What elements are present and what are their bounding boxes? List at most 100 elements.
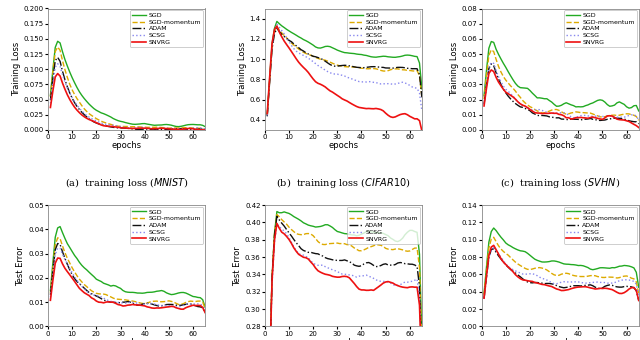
SCSG [616,279,623,283]
Legend: SGD, SGD-momentum, ADAM, SCSG, SNVRG: SGD, SGD-momentum, ADAM, SCSG, SNVRG [130,11,204,47]
SNVRG [201,128,209,132]
ADAM [413,67,421,71]
SNVRG [616,118,623,122]
SGD-momentum [529,106,536,110]
SNVRG [85,293,93,298]
SGD [630,266,637,270]
SGD-momentum [563,271,570,275]
SGD [302,39,310,43]
Line: SNVRG: SNVRG [51,258,205,312]
SCSG [490,246,497,250]
SGD-momentum [413,68,421,72]
SNVRG [47,298,54,302]
ADAM [519,277,527,281]
SNVRG [548,111,556,115]
SGD [413,55,421,59]
Line: SGD: SGD [268,21,422,115]
SGD-momentum [616,113,623,117]
SGD [264,113,271,117]
ADAM [302,51,310,55]
SCSG [519,103,527,107]
ADAM [95,295,102,299]
SGD-momentum [54,45,61,49]
ADAM [85,290,93,294]
SCSG [54,246,61,250]
SGD-momentum [519,265,527,269]
SGD-momentum [346,243,353,247]
SGD-momentum [563,112,570,116]
SNVRG [312,80,319,84]
SCSG [85,115,93,119]
Legend: SGD, SGD-momentum, ADAM, SCSG, SNVRG: SGD, SGD-momentum, ADAM, SCSG, SNVRG [564,207,637,244]
SNVRG [519,278,527,282]
SGD-momentum [85,287,93,291]
SNVRG [346,276,353,280]
SGD [548,259,556,263]
SGD-momentum [630,277,637,281]
X-axis label: epochs: epochs [545,338,575,340]
ADAM [47,293,54,297]
ADAM [616,116,623,120]
ADAM [346,260,353,264]
SNVRG [264,112,271,116]
ADAM [85,117,93,121]
SGD [616,100,623,104]
X-axis label: epochs: epochs [111,141,141,150]
Y-axis label: Test Error: Test Error [233,246,242,286]
SGD [85,270,93,274]
ADAM [630,120,637,124]
X-axis label: epochs: epochs [545,141,575,150]
Y-axis label: Test Error: Test Error [450,246,459,286]
ADAM [115,301,122,305]
ADAM [201,127,209,131]
Line: ADAM: ADAM [51,57,205,130]
SCSG [399,281,406,285]
SNVRG [182,306,189,310]
SGD [399,236,406,240]
ADAM [563,285,570,289]
SGD-momentum [418,96,426,100]
ADAM [264,114,271,118]
ADAM [563,117,570,121]
SNVRG [182,126,189,131]
SGD [273,19,281,23]
ADAM [189,128,197,132]
SNVRG [201,310,209,314]
SCSG [529,272,536,276]
SGD [548,100,556,104]
SCSG [302,254,310,258]
SCSG [529,108,536,112]
X-axis label: epochs: epochs [328,141,358,150]
SCSG [129,126,136,130]
SNVRG [273,24,281,28]
SNVRG [54,256,61,260]
SCSG [563,279,570,284]
SCSG [201,127,209,131]
Line: ADAM: ADAM [268,28,422,116]
SCSG [54,62,61,66]
Line: SGD-momentum: SGD-momentum [51,47,205,129]
SGD [346,51,353,55]
ADAM [529,281,536,285]
SGD-momentum [182,125,189,130]
SNVRG [115,125,122,130]
SNVRG [480,104,488,108]
SNVRG [563,288,570,292]
SCSG [563,112,570,116]
ADAM [182,302,189,306]
SCSG [399,80,406,84]
SCSG [312,262,319,267]
Line: SGD: SGD [484,228,639,293]
SGD [184,123,192,127]
SGD [47,94,54,98]
ADAM [312,252,319,256]
SNVRG [95,300,102,304]
SNVRG [490,243,497,248]
SGD [95,109,102,114]
SGD [346,233,353,237]
Line: SGD: SGD [51,226,205,307]
Text: (b)  training loss ($\mathit{CIFAR10}$): (b) training loss ($\mathit{CIFAR10}$) [276,176,411,190]
ADAM [399,261,406,265]
Line: SCSG: SCSG [51,64,205,129]
SGD-momentum [488,48,495,52]
